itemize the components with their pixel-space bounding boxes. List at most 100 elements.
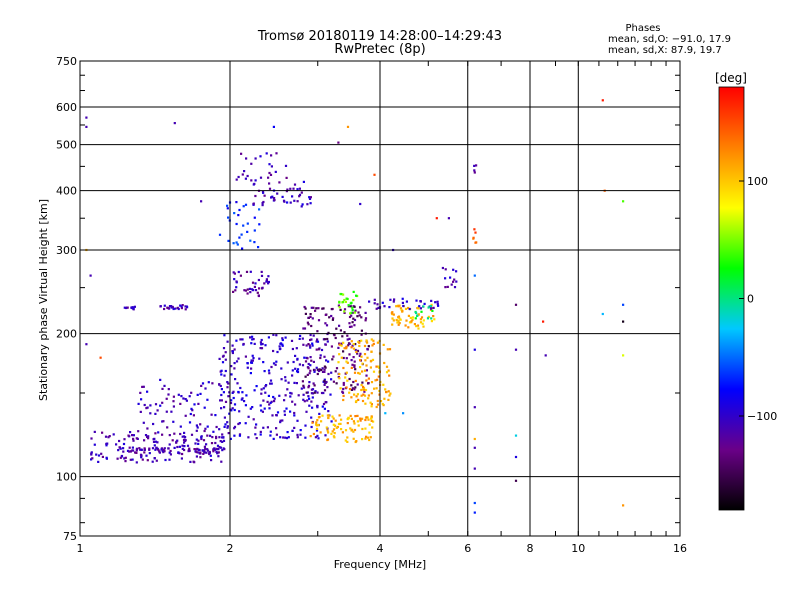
scatter-point xyxy=(274,170,277,173)
scatter-point xyxy=(367,382,370,385)
scatter-point xyxy=(268,372,271,375)
scatter-point xyxy=(310,416,313,419)
scatter-point xyxy=(220,373,223,376)
scatter-point xyxy=(190,407,193,410)
scatter-point xyxy=(360,333,363,336)
scatter-point xyxy=(173,432,176,435)
scatter-point xyxy=(350,340,353,343)
scatter-point xyxy=(296,368,300,371)
scatter-point xyxy=(244,177,247,180)
scatter-point xyxy=(343,308,347,311)
scatter-point xyxy=(358,354,361,357)
scatter-point xyxy=(436,300,439,303)
scatter-point xyxy=(126,306,129,309)
scatter-point xyxy=(335,382,338,385)
scatter-point xyxy=(250,162,253,165)
scatter-point xyxy=(253,389,256,392)
scatter-point xyxy=(370,359,373,362)
scatter-point xyxy=(392,313,395,316)
scatter-point xyxy=(420,310,423,313)
scatter-point xyxy=(199,451,202,454)
scatter-point xyxy=(431,309,434,312)
scatter-point xyxy=(241,391,244,394)
scatter-point xyxy=(178,445,181,448)
scatter-point xyxy=(264,391,267,394)
scatter-point xyxy=(143,448,146,451)
scatter-point xyxy=(220,393,223,397)
scatter-point xyxy=(473,446,476,449)
scatter-point xyxy=(307,343,310,346)
scatter-point xyxy=(243,400,246,403)
scatter-point xyxy=(231,407,234,410)
scatter-point xyxy=(360,355,363,358)
scatter-point xyxy=(154,412,157,415)
y-tick-label: 200 xyxy=(56,328,77,341)
scatter-point xyxy=(355,350,358,353)
scatter-point xyxy=(276,411,280,414)
scatter-point xyxy=(145,407,148,410)
scatter-point xyxy=(272,395,275,399)
scatter-point xyxy=(135,437,138,440)
scatter-point xyxy=(267,394,270,397)
scatter-point xyxy=(151,460,154,463)
scatter-point xyxy=(272,125,275,128)
scatter-point xyxy=(393,298,396,301)
scatter-point xyxy=(223,406,226,409)
scatter-point xyxy=(372,342,375,345)
scatter-point xyxy=(212,448,215,451)
scatter-point xyxy=(473,511,476,514)
scatter-point xyxy=(338,324,341,327)
scatter-point xyxy=(314,309,317,312)
scatter-point xyxy=(172,307,175,311)
scatter-point xyxy=(340,418,343,421)
scatter-point xyxy=(306,321,309,324)
scatter-point xyxy=(142,421,145,424)
scatter-point xyxy=(201,382,205,385)
scatter-point xyxy=(217,448,220,451)
scatter-point xyxy=(340,356,343,359)
scatter-point xyxy=(324,313,327,316)
scatter-point xyxy=(352,380,355,384)
scatter-point xyxy=(350,325,353,328)
scatter-point xyxy=(475,164,478,167)
scatter-point xyxy=(364,359,367,362)
scatter-point xyxy=(298,337,301,340)
scatter-point xyxy=(375,387,378,390)
scatter-point xyxy=(316,434,319,437)
scatter-point xyxy=(514,479,518,482)
scatter-point xyxy=(218,446,221,449)
scatter-point xyxy=(349,305,352,308)
scatter-point xyxy=(327,414,330,417)
scatter-point xyxy=(146,459,149,462)
scatter-point xyxy=(352,430,355,433)
scatter-point xyxy=(259,155,262,158)
grid-lines xyxy=(80,61,680,536)
scatter-point xyxy=(370,350,373,353)
scatter-point xyxy=(161,401,164,404)
scatter-point xyxy=(290,392,293,395)
scatter-point xyxy=(364,437,367,440)
scatter-point xyxy=(153,444,156,447)
scatter-point xyxy=(181,435,184,438)
scatter-point xyxy=(211,436,214,439)
scatter-point xyxy=(135,461,138,464)
scatter-point xyxy=(314,436,317,439)
scatter-point xyxy=(124,460,127,463)
scatter-point xyxy=(286,388,289,391)
scatter-point xyxy=(280,342,283,345)
scatter-point xyxy=(338,377,341,380)
scatter-point xyxy=(357,398,360,401)
scatter-point xyxy=(348,337,351,340)
scatter-point xyxy=(140,454,143,457)
scatter-point xyxy=(237,357,240,360)
scatter-point xyxy=(231,350,234,353)
scatter-point xyxy=(268,163,271,166)
scatter-point xyxy=(342,381,345,385)
scatter-point xyxy=(356,420,359,423)
scatter-point xyxy=(281,337,284,340)
scatter-point xyxy=(335,426,338,429)
scatter-point xyxy=(325,426,328,429)
scatter-point xyxy=(196,393,199,396)
scatter-point xyxy=(359,366,362,369)
scatter-point xyxy=(97,460,100,463)
